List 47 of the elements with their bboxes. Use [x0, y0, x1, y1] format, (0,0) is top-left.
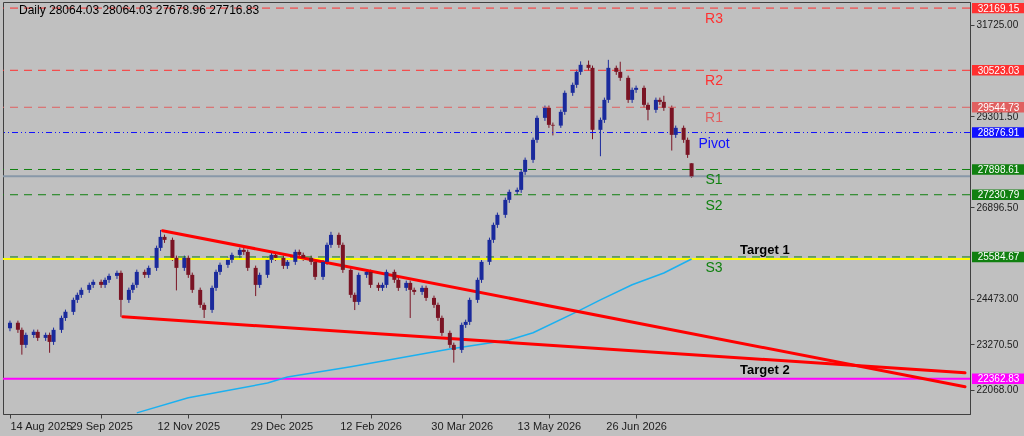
candlestick — [384, 269, 389, 289]
ref-line-label: R3 — [705, 10, 724, 27]
y2-tick-label: 27898.61 — [977, 164, 1020, 175]
ref-line-label: S1 — [705, 171, 723, 188]
y-tick-label: 26896.50 — [976, 201, 1019, 213]
y2-tick-label: 28876.91 — [977, 127, 1020, 139]
candlestick — [99, 279, 104, 289]
x-tick-label: 12 Nov 2025 — [157, 419, 220, 432]
y-tick-label: 23270.50 — [976, 338, 1019, 350]
ref-line-label: Pivot — [698, 134, 730, 151]
ref-line-label: R2 — [705, 72, 724, 89]
y-tick-label: 31725.00 — [976, 19, 1019, 31]
candlestick — [198, 287, 203, 309]
x-tick-label: 29 Dec 2025 — [250, 419, 314, 432]
ref-line-label: Target 1 — [740, 242, 790, 258]
y-tick-label: 29301.50 — [976, 110, 1019, 122]
ref-line-label: R1 — [705, 109, 724, 126]
ref-line-label: S2 — [705, 196, 723, 213]
candlestick — [245, 249, 250, 272]
y2-tick-label: 29544.73 — [977, 101, 1020, 113]
candlestick — [229, 252, 234, 264]
x-tick-label: 12 Feb 2026 — [340, 419, 402, 432]
candlestick — [103, 277, 108, 289]
ref-line-label: S3 — [705, 258, 723, 275]
y2-tick-label: 32169.15 — [977, 2, 1020, 14]
candlestick — [7, 320, 12, 332]
candlestick — [618, 61, 623, 82]
candlestick — [253, 265, 258, 297]
x-tick-label: 14 Aug 2025 — [10, 419, 73, 432]
x-tick-label: 26 Jun 2026 — [606, 419, 667, 432]
y2-tick-label: 22362.83 — [977, 373, 1020, 385]
y-tick-label: 22068.00 — [976, 384, 1019, 396]
candlestick — [107, 273, 112, 284]
line-series — [136, 258, 693, 414]
candlestick — [134, 269, 139, 289]
y2-tick-label: 25584.67 — [977, 251, 1020, 263]
ref-line-label: Target 2 — [740, 361, 790, 377]
y-tick-label: 24473.00 — [976, 293, 1019, 305]
y2-tick-label: 27230.79 — [977, 189, 1020, 201]
x-tick-label: 13 May 2026 — [517, 419, 582, 432]
y2-tick-label: 30523.03 — [977, 64, 1020, 76]
x-tick-label: 29 Sep 2025 — [70, 419, 133, 432]
candlestick — [114, 270, 119, 280]
chart-title: Daily 28064.03 28064.03 27678.96 27716.83 — [19, 3, 260, 17]
candlestick — [420, 285, 425, 296]
x-tick-label: 30 Mar 2026 — [431, 419, 494, 432]
candlestick — [467, 297, 472, 326]
